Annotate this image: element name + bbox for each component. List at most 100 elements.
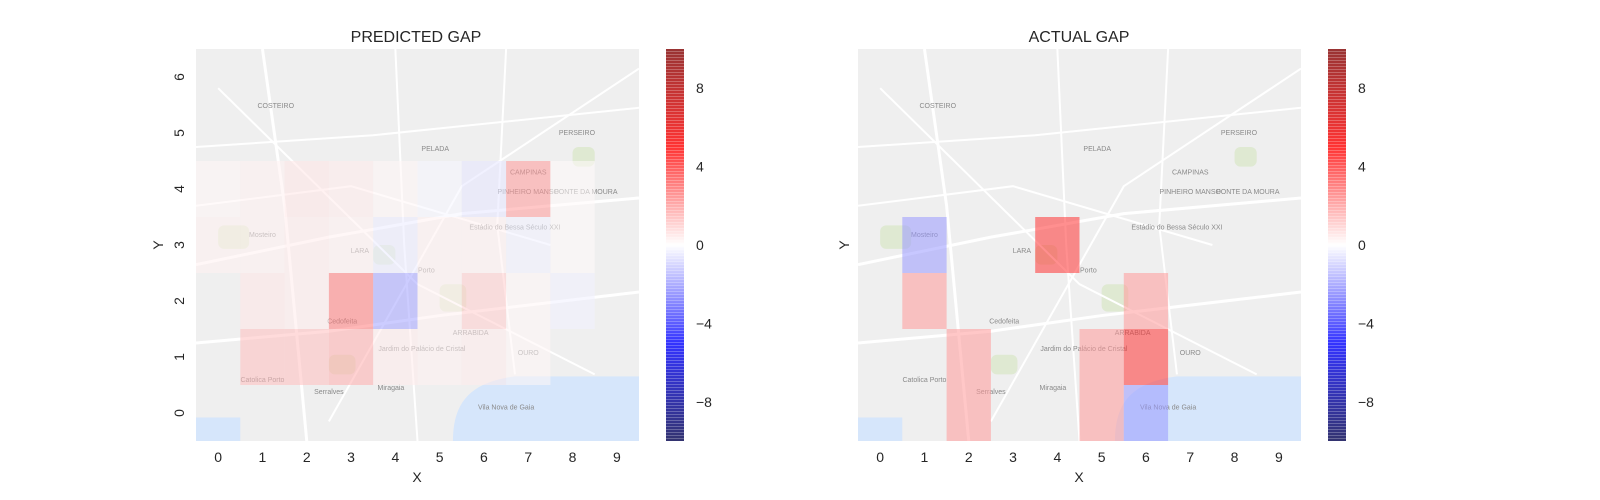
map-place-label: LARA	[1013, 248, 1032, 255]
x-tick-label: 0	[214, 449, 222, 465]
x-tick-label: 3	[347, 449, 355, 465]
x-tick-label: 7	[524, 449, 532, 465]
map-place-label: Vila Nova de Gaia	[478, 405, 534, 412]
y-tick-label: 6	[171, 73, 187, 81]
heatmap-cell	[506, 161, 551, 217]
heatmap-cell	[284, 217, 329, 273]
colorbar: 8 4 0 −4 −8	[666, 49, 712, 441]
heatmap-cell	[946, 385, 991, 441]
heatmap-cell	[328, 273, 374, 329]
map-road	[990, 67, 1301, 422]
map-place-label: Catolica Porto	[902, 377, 946, 384]
x-axis-label: X	[1074, 469, 1084, 485]
x-tick-label: 4	[391, 449, 399, 465]
map-place-label: Miragaia	[1039, 385, 1066, 392]
heatmap-cell	[240, 161, 285, 217]
map-river	[452, 376, 639, 441]
x-tick-label: 0	[876, 449, 884, 465]
map-place-label: PELADA	[421, 146, 449, 153]
heatmap-cell	[284, 329, 329, 385]
colorbar-tick-label: −8	[696, 394, 712, 410]
x-tick-label: 7	[1186, 449, 1194, 465]
y-tick-label: 2	[171, 297, 187, 305]
y-tick-label: 0	[171, 409, 187, 417]
heatmap-cell	[240, 329, 285, 385]
heatmap-cell	[373, 329, 418, 385]
map-place-label: Serralves	[976, 389, 1006, 396]
colorbar-tick-label: 0	[1358, 237, 1366, 253]
chart-title: PREDICTED GAP	[351, 29, 482, 46]
heatmap-cells	[902, 217, 1169, 441]
colorbar-texture	[666, 49, 684, 441]
x-tick-label: 5	[436, 449, 444, 465]
heatmap-cell	[1079, 329, 1124, 385]
map-place-label: Estádio do Bessa Século XXI	[1131, 224, 1222, 231]
y-axis-label: Y	[836, 240, 852, 250]
heatmap-cell	[461, 217, 507, 273]
heatmap-cell	[328, 217, 374, 273]
heatmap-cell	[417, 161, 462, 217]
actual-gap-panel: ACTUAL GAP COSTEIRO PELADA PERSEIRO CAMPINA…	[836, 29, 1374, 485]
heatmap-cell	[461, 329, 507, 385]
colorbar-tick-label: 4	[1358, 159, 1366, 175]
heatmap-cell	[1035, 217, 1080, 273]
y-axis-label: Y	[150, 240, 166, 250]
map-river	[858, 417, 903, 441]
map-place-label: PONTE DA MOURA	[1216, 189, 1280, 196]
heatmap-cell	[284, 273, 329, 329]
colorbar-tick-label: −8	[1358, 394, 1374, 410]
heatmap-cell	[240, 217, 285, 273]
map-place-label: PERSEIRO	[559, 130, 596, 137]
map-place-label: PINHEIRO MANSO	[1160, 189, 1222, 196]
heatmap-cell	[550, 273, 595, 329]
y-tick-label: 5	[171, 129, 187, 137]
x-tick-label: 4	[1053, 449, 1061, 465]
heatmap-cell	[550, 217, 595, 273]
map-road	[879, 87, 1258, 376]
heatmap-cell	[946, 329, 991, 385]
map-place-label: Porto	[1080, 267, 1097, 274]
heatmap-cell	[1123, 329, 1169, 385]
heatmap-cell	[196, 217, 241, 273]
map-place-label: PERSEIRO	[1221, 130, 1258, 137]
heatmap-cell	[506, 217, 551, 273]
x-tick-labels: 0 1 2 3 4 5 6 7 8 9	[876, 449, 1283, 465]
heatmap-cell	[550, 161, 595, 217]
y-tick-label: 1	[171, 353, 187, 361]
heatmap-cell	[1079, 385, 1124, 441]
x-tick-label: 9	[613, 449, 621, 465]
colorbar-tick-label: −4	[1358, 315, 1374, 331]
map-place-label: COSTEIRO	[919, 103, 956, 110]
colorbar-tick-label: 4	[696, 159, 704, 175]
heatmap-cell	[373, 273, 418, 329]
x-tick-label: 1	[259, 449, 267, 465]
map-place-label: Vila Nova de Gaia	[1140, 405, 1196, 412]
map-place-label: Serralves	[314, 389, 344, 396]
x-tick-label: 6	[480, 449, 488, 465]
heatmap-cell	[328, 161, 374, 217]
map-road	[858, 106, 1301, 148]
map-park	[1234, 147, 1257, 167]
y-tick-label: 4	[171, 185, 187, 193]
x-tick-label: 1	[921, 449, 929, 465]
heatmap-cell	[506, 273, 551, 329]
map-place-label: Cedofeita	[989, 318, 1019, 325]
y-tick-label: 3	[171, 241, 187, 249]
x-tick-label: 8	[1231, 449, 1239, 465]
heatmap-cell	[417, 217, 462, 273]
x-tick-label: 5	[1098, 449, 1106, 465]
heatmap-cell	[902, 273, 947, 329]
colorbar: 8 4 0 −4 −8	[1328, 49, 1374, 441]
heatmap-cells	[196, 161, 595, 385]
heatmap-cell	[461, 161, 507, 217]
map-road	[1158, 49, 1178, 375]
colorbar-tick-label: 0	[696, 237, 704, 253]
map-road	[858, 185, 1213, 246]
x-axis-label: X	[412, 469, 422, 485]
heatmap-cell	[1123, 273, 1169, 329]
heatmap-cell	[461, 273, 507, 329]
heatmap-cell	[506, 329, 551, 385]
heatmap-cell	[373, 161, 418, 217]
heatmap-cell	[196, 161, 241, 217]
